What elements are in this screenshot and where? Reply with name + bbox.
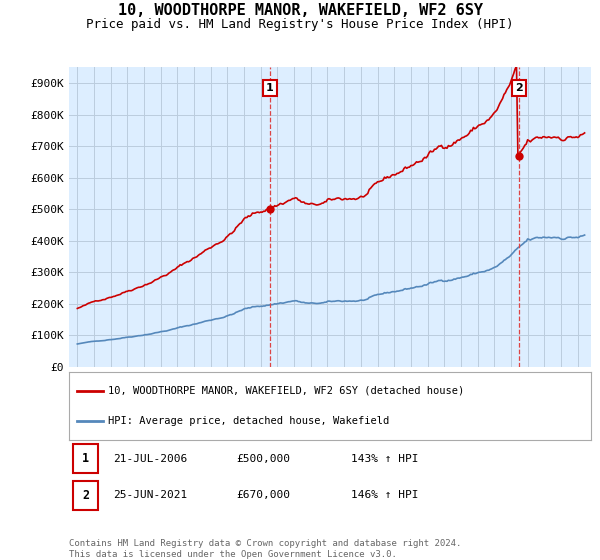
Text: 1: 1 xyxy=(266,83,274,93)
Text: Contains HM Land Registry data © Crown copyright and database right 2024.
This d: Contains HM Land Registry data © Crown c… xyxy=(69,539,461,559)
Text: £500,000: £500,000 xyxy=(236,454,290,464)
Text: 2: 2 xyxy=(515,83,523,93)
FancyBboxPatch shape xyxy=(73,480,98,510)
Text: 25-JUN-2021: 25-JUN-2021 xyxy=(113,491,188,500)
Text: 21-JUL-2006: 21-JUL-2006 xyxy=(113,454,188,464)
Text: 146% ↑ HPI: 146% ↑ HPI xyxy=(351,491,418,500)
Text: 10, WOODTHORPE MANOR, WAKEFIELD, WF2 6SY: 10, WOODTHORPE MANOR, WAKEFIELD, WF2 6SY xyxy=(118,3,482,18)
Text: 143% ↑ HPI: 143% ↑ HPI xyxy=(351,454,418,464)
Text: HPI: Average price, detached house, Wakefield: HPI: Average price, detached house, Wake… xyxy=(108,417,389,427)
Text: 2: 2 xyxy=(82,489,89,502)
Text: 1: 1 xyxy=(82,452,89,465)
Text: £670,000: £670,000 xyxy=(236,491,290,500)
FancyBboxPatch shape xyxy=(73,445,98,474)
Text: Price paid vs. HM Land Registry's House Price Index (HPI): Price paid vs. HM Land Registry's House … xyxy=(86,18,514,31)
Text: 10, WOODTHORPE MANOR, WAKEFIELD, WF2 6SY (detached house): 10, WOODTHORPE MANOR, WAKEFIELD, WF2 6SY… xyxy=(108,385,464,395)
